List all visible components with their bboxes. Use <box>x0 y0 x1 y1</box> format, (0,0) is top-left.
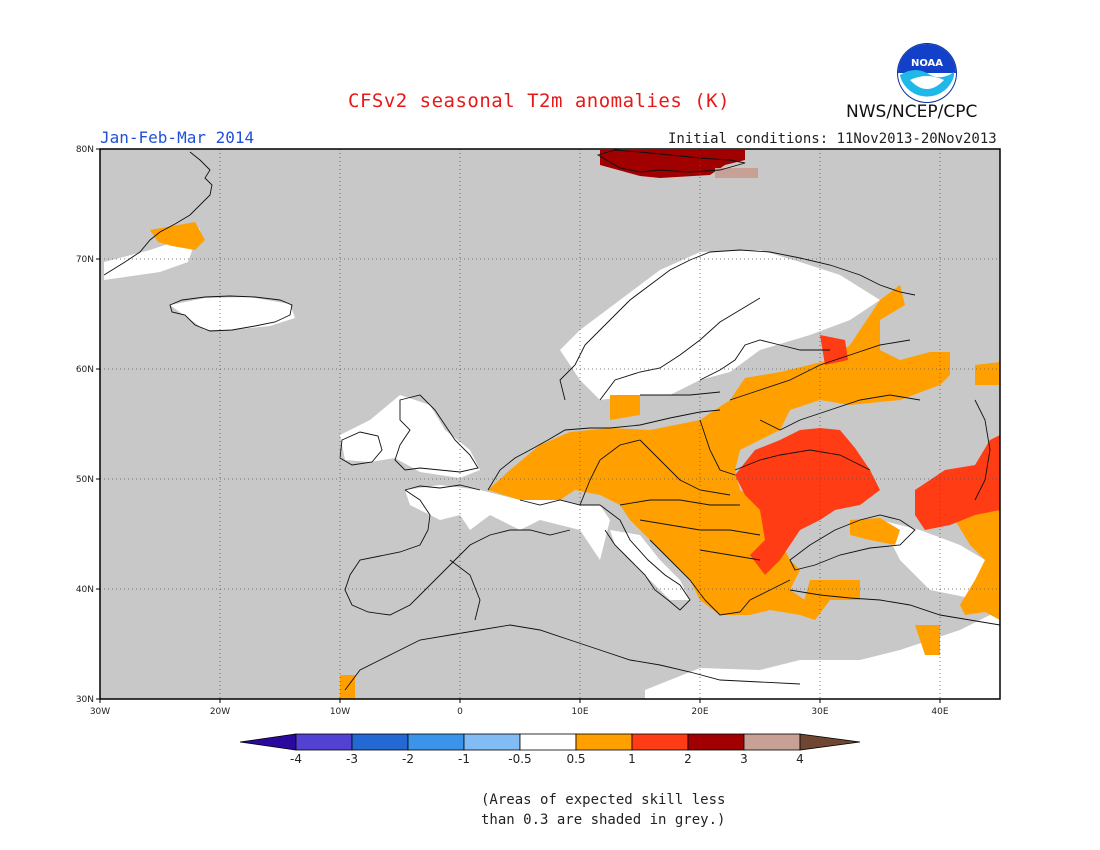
map-background <box>100 149 1000 699</box>
lon-label-30w: 30W <box>90 707 110 717</box>
initial-conditions: Initial conditions: 11Nov2013-20Nov2013 <box>668 131 997 147</box>
lat-label-30n: 30N <box>76 695 94 705</box>
lat-label-70n: 70N <box>76 255 94 265</box>
lon-label-10e: 10E <box>571 707 588 717</box>
anomaly-0.5-1 <box>150 222 1000 699</box>
forecast-period: Jan-Feb-Mar 2014 <box>100 128 255 147</box>
lat-label-80n: 80N <box>76 145 94 155</box>
lat-label-40n: 40N <box>76 585 94 595</box>
noaa-logo-icon: NOAA <box>897 43 957 103</box>
lon-label-20w: 20W <box>210 707 230 717</box>
organization-label: NWS/NCEP/CPC <box>846 102 978 122</box>
anomaly-3-4 <box>715 168 758 178</box>
lon-label-40e: 40E <box>931 707 948 717</box>
map-frame <box>99 148 1001 700</box>
near-normal-areas <box>104 150 1000 699</box>
lat-label-50n: 50N <box>76 475 94 485</box>
lat-label-60n: 60N <box>76 365 94 375</box>
logo-text: NOAA <box>911 58 943 69</box>
skill-note: (Areas of expected skill less than 0.3 a… <box>481 790 725 830</box>
lon-label-20e: 20E <box>691 707 708 717</box>
lon-label-10w: 10W <box>330 707 350 717</box>
skill-note-line-1: (Areas of expected skill less <box>481 792 726 808</box>
map-title: CFSv2 seasonal T2m anomalies (K) <box>348 90 731 112</box>
axis-ticks <box>96 148 941 703</box>
lon-label-0: 0 <box>457 707 463 717</box>
skill-note-line-2: than 0.3 are shaded in grey.) <box>481 812 726 828</box>
lon-label-30e: 30E <box>811 707 828 717</box>
anomaly-1-2 <box>735 335 1000 575</box>
